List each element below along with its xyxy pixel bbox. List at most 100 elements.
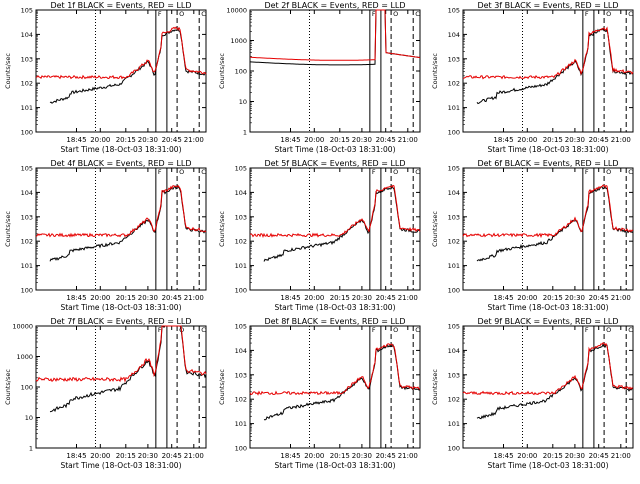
x-axis-label: Start Time (18-Oct-03 18:31:00)	[487, 303, 608, 312]
y-tick-label: 102	[448, 238, 460, 246]
panel-8: Det 8f BLACK = Events, RED = LLD Counts/s…	[218, 317, 421, 470]
y-tick-label: 103	[235, 213, 247, 221]
y-tick-label: 104	[448, 189, 460, 197]
series-black-line	[476, 186, 634, 262]
x-tick-label: 20:45	[162, 136, 182, 144]
y-tick-label: 101	[21, 262, 33, 270]
x-tick-label: 21:00	[184, 136, 204, 144]
y-tick-label: 1000	[16, 353, 33, 361]
flag-marker-F: F	[158, 326, 162, 334]
flag-marker-C: C	[201, 326, 206, 334]
x-axis-label: Start Time (18-Oct-03 18:31:00)	[60, 303, 181, 312]
panel-9: Det 9f BLACK = Events, RED = LLD Counts/s…	[431, 317, 634, 470]
y-tick-label: 100	[21, 287, 33, 295]
series-red-line	[462, 26, 634, 80]
x-tick-label: 20:00	[304, 136, 324, 144]
panel-title: Det 4f BLACK = Events, RED = LLD	[50, 159, 191, 168]
panel-3: Det 3f BLACK = Events, RED = LLD Counts/s…	[431, 1, 634, 154]
y-tick-label: 104	[21, 189, 33, 197]
y-tick-label: 105	[235, 165, 247, 173]
y-tick-label: 103	[21, 213, 33, 221]
flag-marker-F: F	[372, 10, 376, 18]
x-tick-label: 21:00	[398, 452, 418, 460]
y-tick-label: 103	[448, 371, 460, 379]
x-axis-label: Start Time (18-Oct-03 18:31:00)	[274, 303, 395, 312]
y-tick-label: 100	[448, 287, 460, 295]
flag-marker-C: C	[415, 10, 420, 18]
x-tick-label: 18:45	[280, 136, 300, 144]
x-tick-label: 20:15	[543, 294, 563, 302]
x-tick-label: 20:15	[543, 136, 563, 144]
x-tick-label: 20:15	[330, 452, 350, 460]
x-axis-label: Start Time (18-Oct-03 18:31:00)	[60, 145, 181, 154]
x-axis-label: Start Time (18-Oct-03 18:31:00)	[60, 461, 181, 470]
x-tick-label: 20:30	[352, 136, 372, 144]
y-tick-label: 1000	[230, 37, 247, 45]
series-black-line	[476, 343, 634, 420]
y-axis-label: Counts/sec	[218, 369, 226, 405]
x-tick-label: 18:45	[66, 294, 86, 302]
x-tick-label: 20:30	[352, 452, 372, 460]
x-tick-label: 18:45	[493, 136, 513, 144]
flag-marker-O: O	[179, 168, 184, 176]
x-axis-label: Start Time (18-Oct-03 18:31:00)	[274, 145, 395, 154]
flag-marker-O: O	[606, 168, 611, 176]
x-tick-label: 21:00	[398, 136, 418, 144]
y-tick-label: 105	[235, 323, 247, 331]
x-tick-label: 20:30	[565, 294, 585, 302]
panel-title: Det 3f BLACK = Events, RED = LLD	[477, 1, 618, 10]
y-tick-label: 103	[448, 213, 460, 221]
y-tick-label: 10	[239, 98, 247, 106]
series-red-line	[249, 184, 421, 238]
y-tick-label: 100	[235, 445, 247, 453]
flag-marker-C: C	[628, 326, 633, 334]
panel-title: Det 2f BLACK = Events, RED = LLD	[264, 1, 405, 10]
y-tick-label: 104	[448, 347, 460, 355]
x-tick-label: 20:45	[589, 452, 609, 460]
flag-marker-F: F	[372, 168, 376, 176]
y-tick-label: 100	[235, 287, 247, 295]
y-tick-label: 10000	[12, 323, 33, 331]
series-red-line	[35, 325, 207, 383]
y-tick-label: 102	[21, 238, 33, 246]
x-tick-label: 21:00	[611, 136, 631, 144]
y-tick-label: 103	[235, 371, 247, 379]
series-red-line	[250, 9, 421, 61]
x-tick-label: 20:45	[376, 452, 396, 460]
y-tick-label: 105	[21, 7, 33, 15]
flag-marker-C: C	[628, 10, 633, 18]
x-tick-label: 20:45	[376, 136, 396, 144]
panel-title: Det 8f BLACK = Events, RED = LLD	[264, 317, 405, 326]
y-tick-label: 100	[235, 68, 247, 76]
flag-marker-O: O	[606, 10, 611, 18]
plot-frame	[462, 167, 634, 291]
y-axis-label: Counts/sec	[218, 53, 226, 89]
plot-frame	[35, 167, 207, 291]
flag-marker-C: C	[201, 168, 206, 176]
x-tick-label: 21:00	[398, 294, 418, 302]
panel-6: Det 6f BLACK = Events, RED = LLD Counts/s…	[431, 159, 634, 312]
y-tick-label: 101	[235, 262, 247, 270]
plot-frame	[462, 9, 634, 133]
y-tick-label: 102	[235, 238, 247, 246]
x-tick-label: 21:00	[184, 452, 204, 460]
y-tick-label: 102	[21, 80, 33, 88]
x-tick-label: 18:45	[66, 452, 86, 460]
series-black-line	[263, 185, 421, 262]
y-tick-label: 101	[448, 104, 460, 112]
x-tick-label: 21:00	[611, 452, 631, 460]
plot-frame	[249, 9, 421, 133]
y-tick-label: 1	[29, 445, 33, 453]
y-tick-label: 104	[235, 189, 247, 197]
x-tick-label: 20:15	[330, 294, 350, 302]
panel-1: Det 1f BLACK = Events, RED = LLD Counts/s…	[4, 1, 207, 154]
flag-marker-O: O	[393, 168, 398, 176]
y-tick-label: 101	[235, 420, 247, 428]
y-axis-label: Counts/sec	[431, 53, 439, 89]
series-black-line	[49, 27, 207, 104]
x-tick-label: 20:15	[116, 294, 136, 302]
x-tick-label: 20:00	[90, 136, 110, 144]
y-tick-label: 103	[448, 55, 460, 63]
